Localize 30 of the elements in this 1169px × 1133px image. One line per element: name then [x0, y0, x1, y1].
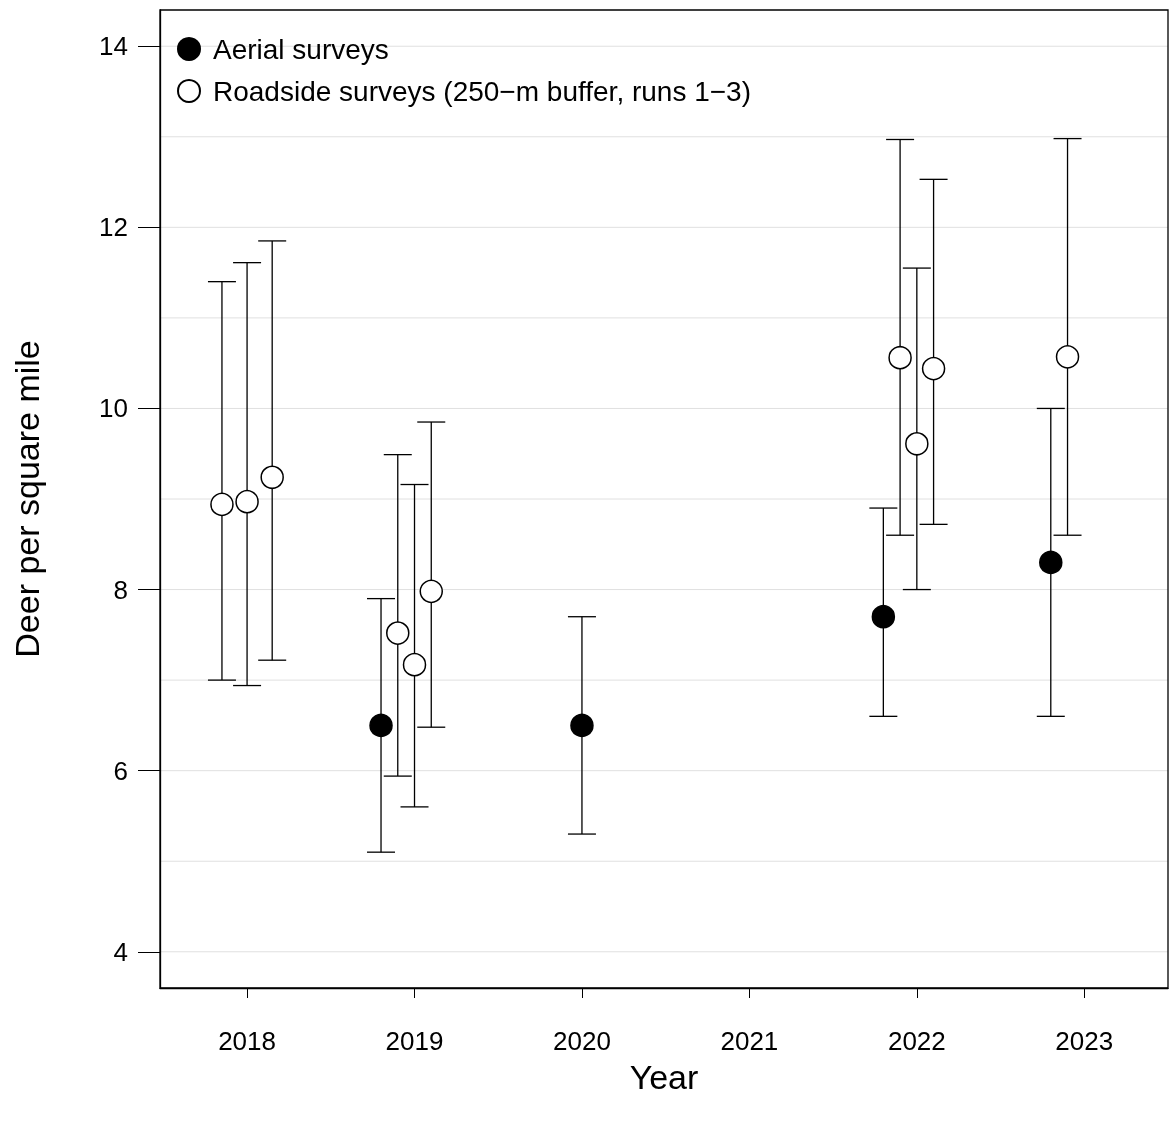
point: [871, 604, 896, 629]
y-tick-label: 14: [99, 31, 128, 62]
x-tick-label: 2022: [887, 1026, 946, 1056]
point: [260, 465, 284, 490]
point: [386, 621, 410, 645]
point: [419, 579, 444, 604]
legend-label: Roadside surveys (250−m buffer, runs 1−3): [213, 75, 752, 107]
point: [1055, 345, 1080, 369]
y-tick-label: 4: [113, 936, 128, 967]
x-tick-label: 2020: [553, 1026, 611, 1056]
x-tick-label: 2018: [218, 1026, 276, 1056]
point: [888, 345, 912, 370]
point: [921, 356, 946, 381]
y-tick-label: 8: [113, 574, 128, 605]
point: [1039, 550, 1063, 575]
legend-label: Aerial surveys: [213, 33, 389, 65]
y-tick-label: 12: [99, 212, 128, 243]
point: [570, 713, 594, 738]
point: [210, 492, 234, 517]
x-axis-title: Year: [629, 1058, 699, 1096]
x-tick-label: 2019: [385, 1026, 444, 1056]
y-tick-label: 10: [99, 393, 128, 424]
point: [402, 652, 427, 677]
y-axis-title: Deer per square mile: [8, 340, 46, 658]
point: [905, 432, 929, 456]
point: [369, 713, 393, 738]
x-tick-label: 2021: [720, 1026, 779, 1056]
x-tick-label: 2023: [1055, 1026, 1114, 1056]
y-tick-label: 6: [113, 755, 128, 786]
point: [235, 489, 259, 514]
